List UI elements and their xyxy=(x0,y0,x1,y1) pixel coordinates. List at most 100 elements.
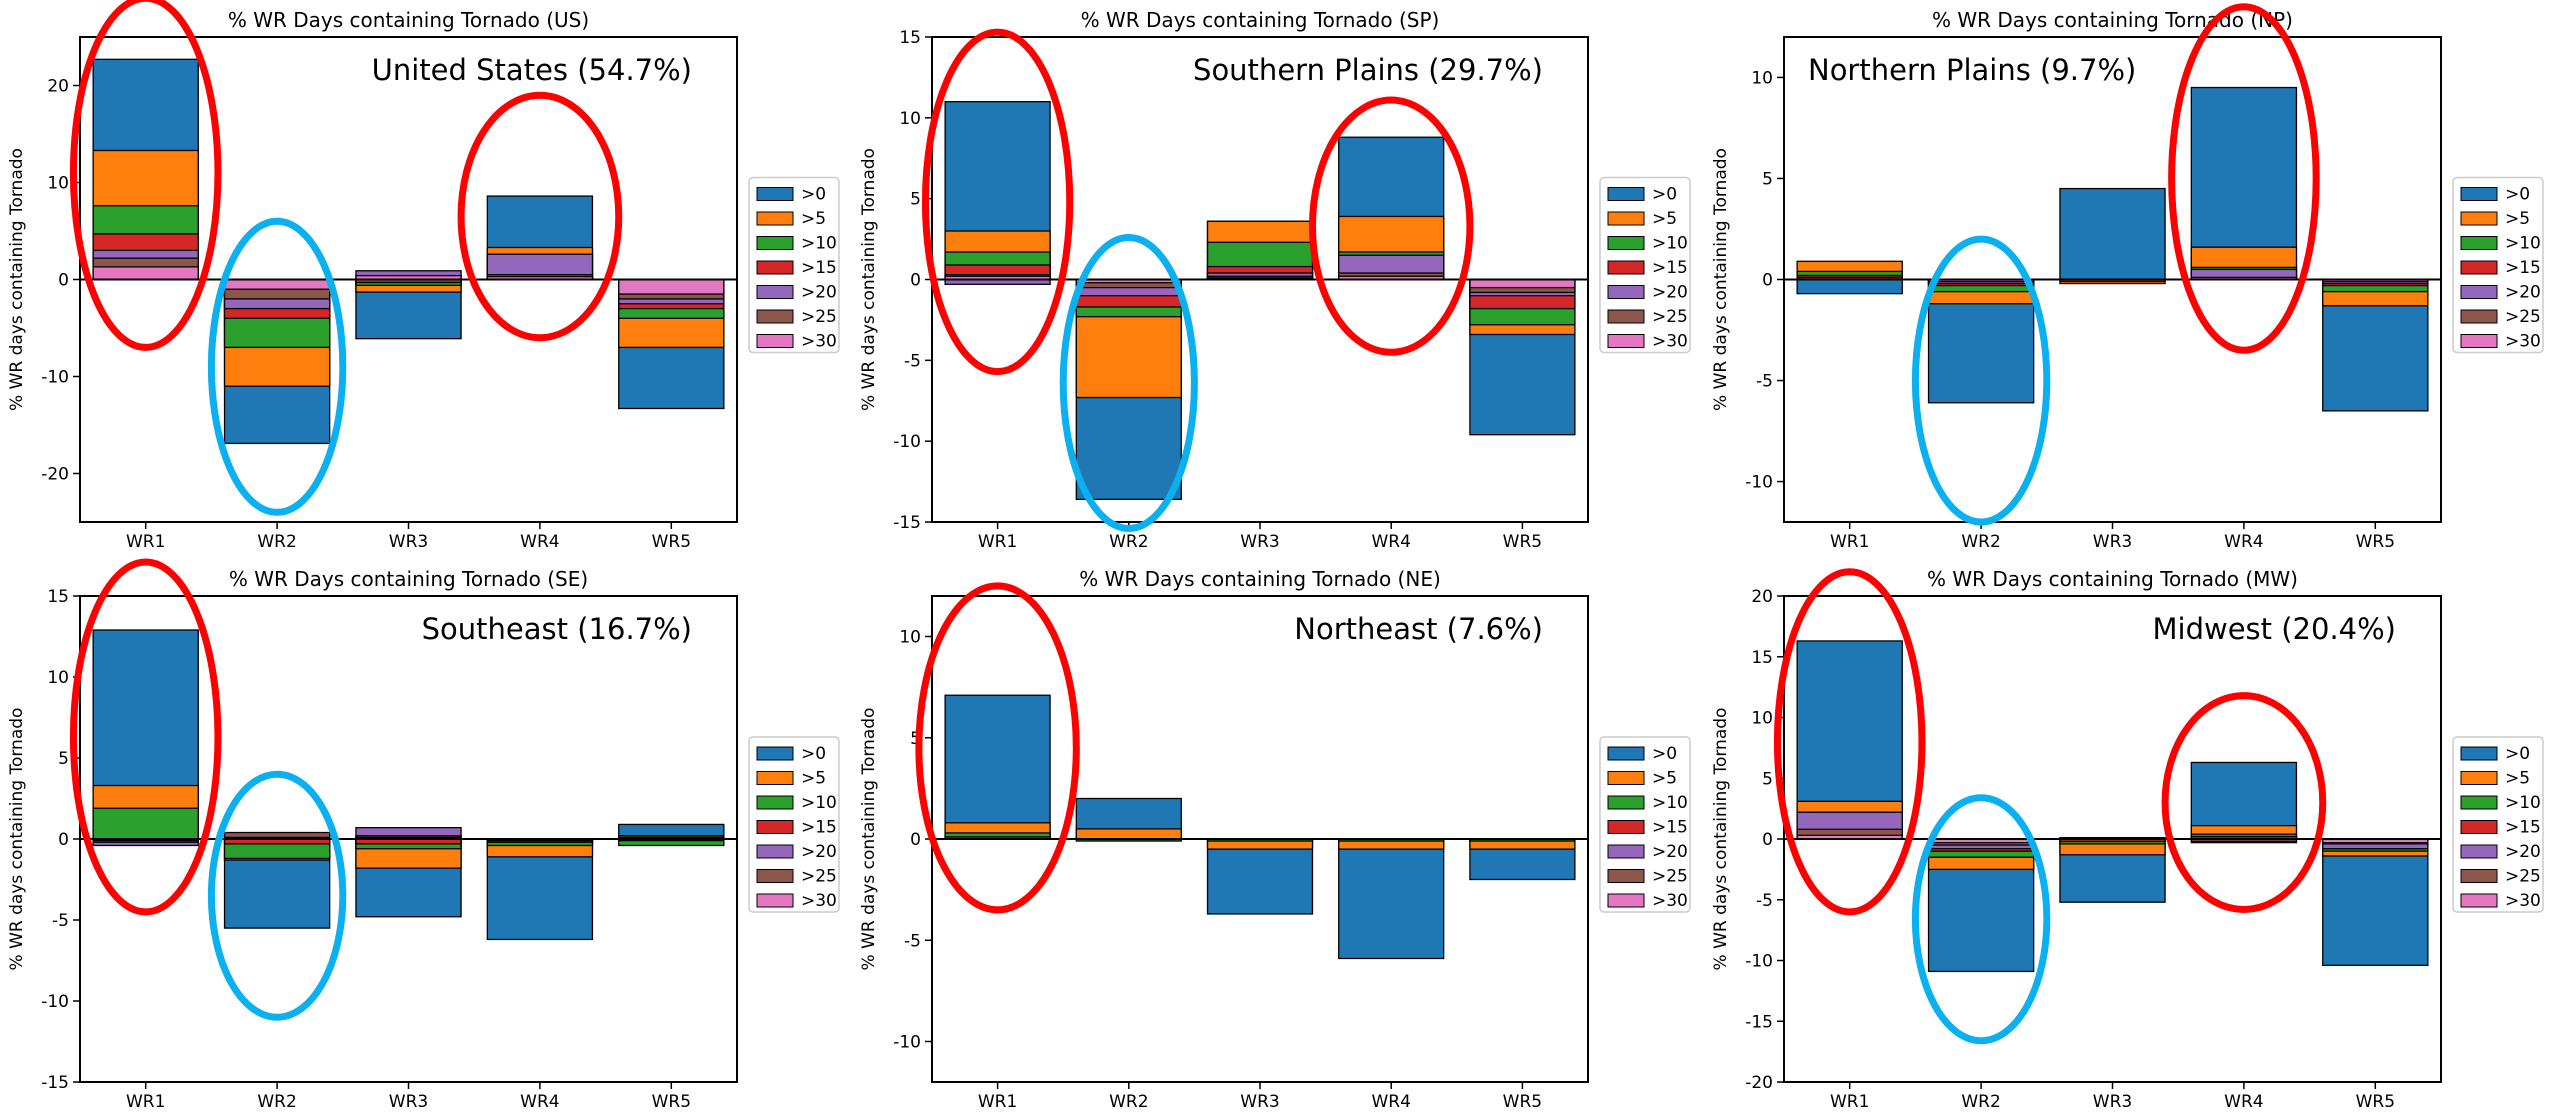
y-axis-label: % WR days containing Tornado xyxy=(1711,148,1731,411)
bar-group-wr3 xyxy=(2059,837,2166,903)
y-tick-label: 0 xyxy=(1762,271,1773,291)
panel-title: % WR Days containing Tornado (SP) xyxy=(1081,8,1440,32)
bar-group-wr5 xyxy=(618,823,725,847)
bar-group-wr3 xyxy=(355,270,462,340)
legend-swatch xyxy=(756,844,794,859)
highlight-ellipse-red xyxy=(2161,692,2327,913)
highlight-ellipse-blue xyxy=(207,217,347,516)
x-tick-label: WR5 xyxy=(2356,532,2395,552)
x-tick-label: WR1 xyxy=(978,1092,1017,1112)
bar-segment-gt0 xyxy=(2059,187,2166,281)
bar-group-wr3 xyxy=(2059,187,2166,285)
legend-swatch xyxy=(2460,187,2498,201)
legend-label: >30 xyxy=(1652,332,1688,352)
legend: >0 >5 >10 >15 >20 >25 >30 xyxy=(2452,736,2544,913)
legend-swatch xyxy=(1607,771,1645,785)
panel-0: % WR Days containing Tornado (US) -20 -10 0… xyxy=(7,0,840,552)
legend-swatch xyxy=(756,260,794,275)
legend-swatch xyxy=(1607,187,1645,201)
x-tick-label: WR5 xyxy=(1503,532,1542,552)
y-axis-label: % WR days containing Tornado xyxy=(859,148,879,411)
bar-group-wr4 xyxy=(1338,136,1445,281)
y-tick-label: 20 xyxy=(1751,587,1773,607)
x-tick-label: WR3 xyxy=(389,532,428,552)
bar-group-wr2 xyxy=(1075,797,1182,842)
legend-label: >15 xyxy=(1652,258,1688,278)
legend-swatch xyxy=(756,334,794,348)
bar-segment-gt5 xyxy=(1075,828,1182,840)
legend-label: >5 xyxy=(1652,209,1677,229)
x-tick-label: WR4 xyxy=(1371,532,1410,552)
panel-4: % WR Days containing Tornado (NE)-10-505… xyxy=(859,567,1691,1112)
legend: >0 >5 >10 >15 >20 >25 >30 xyxy=(748,176,840,354)
legend-swatch xyxy=(756,771,794,785)
legend-swatch xyxy=(756,236,794,250)
bar-group-wr3 xyxy=(1206,838,1314,915)
y-tick-label: 10 xyxy=(47,174,69,194)
x-tick-label: WR4 xyxy=(2224,532,2263,552)
bar-group-wr1 xyxy=(944,694,1051,840)
bar-group-wr3 xyxy=(355,827,462,918)
legend-swatch xyxy=(2460,893,2498,908)
y-tick-label: 10 xyxy=(899,628,921,648)
legend-label: >25 xyxy=(801,307,837,327)
y-tick-label: -5 xyxy=(1756,891,1773,911)
legend-swatch xyxy=(756,820,794,834)
bar-group-wr4 xyxy=(486,838,594,941)
legend-label: >15 xyxy=(1652,818,1688,838)
legend-swatch xyxy=(1607,260,1645,275)
x-tick-label: WR3 xyxy=(2093,532,2132,552)
x-tick-label: WR4 xyxy=(520,532,559,552)
y-tick-label: -20 xyxy=(1745,1073,1773,1093)
legend-swatch xyxy=(2460,260,2498,275)
legend-swatch xyxy=(2460,795,2498,810)
highlight-ellipse-red xyxy=(1308,96,1474,356)
legend-label: >0 xyxy=(801,744,826,764)
y-tick-label: 0 xyxy=(910,830,921,850)
legend-swatch xyxy=(2460,746,2498,761)
y-tick-label: 15 xyxy=(47,587,69,607)
y-tick-label: 5 xyxy=(1762,769,1773,789)
legend-swatch xyxy=(756,746,794,761)
legend-label: >10 xyxy=(2505,793,2541,813)
bar-group-wr5 xyxy=(2322,278,2429,412)
bar-group-wr1 xyxy=(92,58,199,281)
x-tick-label: WR2 xyxy=(1109,532,1148,552)
highlight-ellipse-blue xyxy=(1059,233,1198,532)
bar-group-wr2 xyxy=(1075,278,1182,501)
y-tick-label: 5 xyxy=(1762,169,1773,189)
y-tick-label: -15 xyxy=(1745,1012,1773,1032)
bar-group-wr2 xyxy=(1927,838,2035,973)
x-tick-label: WR5 xyxy=(1503,1092,1542,1112)
legend-label: >30 xyxy=(1652,891,1688,911)
legend-label: >10 xyxy=(1652,234,1688,254)
legend-swatch xyxy=(756,211,794,226)
bar-group-wr5 xyxy=(1469,278,1576,436)
legend-swatch xyxy=(2460,771,2498,785)
legend-swatch xyxy=(1607,893,1645,908)
bar-segment-gt30 xyxy=(618,278,725,295)
legend-label: >25 xyxy=(1652,307,1688,327)
legend-swatch xyxy=(1607,334,1645,348)
region-annotation: Midwest (20.4%) xyxy=(2153,612,2397,646)
y-tick-label: 0 xyxy=(58,271,69,291)
legend-swatch xyxy=(1607,211,1645,226)
legend-label: >25 xyxy=(2505,307,2541,327)
legend-label: >15 xyxy=(801,818,837,838)
y-tick-label: 5 xyxy=(910,190,921,210)
y-tick-label: -10 xyxy=(41,992,69,1012)
x-tick-label: WR2 xyxy=(257,532,296,552)
x-tick-label: WR1 xyxy=(978,532,1017,552)
x-tick-label: WR3 xyxy=(1240,1092,1279,1112)
x-tick-label: WR4 xyxy=(1371,1092,1410,1112)
legend-label: >20 xyxy=(1652,283,1688,303)
bar-segment-gt30 xyxy=(223,278,331,290)
bar-group-wr4 xyxy=(486,195,594,281)
y-tick-label: -5 xyxy=(1756,372,1773,392)
x-tick-label: WR1 xyxy=(126,532,165,552)
region-annotation: United States (54.7%) xyxy=(372,53,692,87)
panel-1: % WR Days containing Tornado (SP) -15 -10 -… xyxy=(859,8,1691,552)
bar-segment-gt0 xyxy=(1338,838,1445,960)
highlight-ellipse-blue xyxy=(1911,794,2051,1045)
